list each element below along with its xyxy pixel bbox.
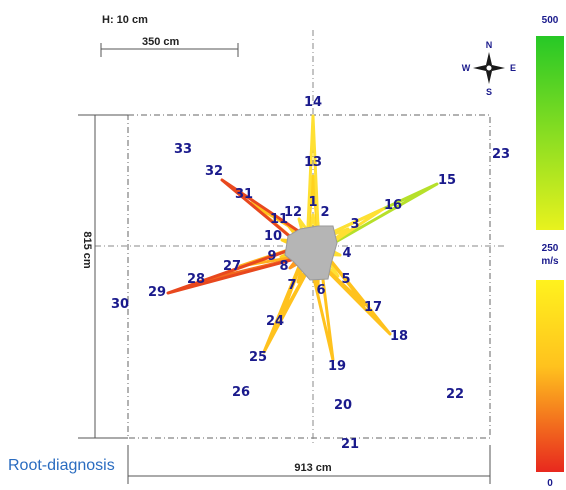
sensor-label-28: 28 [187, 272, 205, 287]
velocity-scale-max: 500 [542, 15, 559, 26]
sensor-label-2: 2 [320, 205, 329, 220]
velocity-scale-upper [536, 36, 564, 230]
sensor-label-22: 22 [446, 387, 464, 402]
compass-north: N [486, 40, 493, 50]
sensor-label-19: 19 [328, 359, 346, 374]
sensor-label-21: 21 [341, 437, 359, 452]
sensor-label-33: 33 [174, 142, 192, 157]
sensor-label-29: 29 [148, 285, 166, 300]
sensor-label-17: 17 [364, 300, 382, 315]
sensor-label-30: 30 [111, 297, 129, 312]
sensor-label-25: 25 [249, 350, 267, 365]
sensor-label-31: 31 [235, 187, 253, 202]
sensor-label-15: 15 [438, 173, 456, 188]
sensor-label-3: 3 [350, 217, 359, 232]
sensor-label-27: 27 [223, 259, 241, 274]
sensor-label-32: 32 [205, 164, 223, 179]
sensor-label-12: 12 [284, 205, 302, 220]
scale-bar-label: 350 cm [142, 36, 180, 48]
velocity-scale-lower [536, 280, 564, 472]
sensor-label-13: 13 [304, 155, 322, 170]
sensor-label-7: 7 [287, 278, 296, 293]
sensor-label-26: 26 [232, 385, 250, 400]
velocity-scale-mid: 250 [542, 243, 559, 254]
sensor-label-8: 8 [279, 259, 288, 274]
sensor-label-4: 4 [342, 246, 351, 261]
sensor-label-1: 1 [308, 195, 317, 210]
sensor-label-10: 10 [264, 229, 282, 244]
compass-east: E [510, 63, 516, 73]
sensor-labels: 1234567891011121314151617181924252728293… [111, 95, 510, 452]
compass-west: W [462, 63, 471, 73]
sensor-label-9: 9 [267, 249, 276, 264]
width-label: 913 cm [294, 462, 332, 474]
velocity-scale-unit: m/s [541, 256, 559, 267]
sensor-label-14: 14 [304, 95, 322, 110]
height-label: H: 10 cm [102, 14, 148, 26]
sensor-label-11: 11 [270, 212, 288, 227]
sensor-label-20: 20 [334, 398, 352, 413]
depth-label: 815 cm [81, 231, 93, 269]
compass-south: S [486, 87, 492, 97]
trunk-cross-section [284, 225, 338, 281]
measurement-frame [127, 114, 491, 439]
sensor-label-23: 23 [492, 147, 510, 162]
compass-icon: N S W E [462, 40, 516, 97]
caption: Root-diagnosis [8, 457, 115, 474]
velocity-scale-min: 0 [547, 478, 553, 489]
sensor-label-5: 5 [341, 272, 350, 287]
sensor-label-6: 6 [316, 283, 325, 298]
sensor-label-18: 18 [390, 329, 408, 344]
sensor-label-24: 24 [266, 314, 284, 329]
sensor-label-16: 16 [384, 198, 402, 213]
